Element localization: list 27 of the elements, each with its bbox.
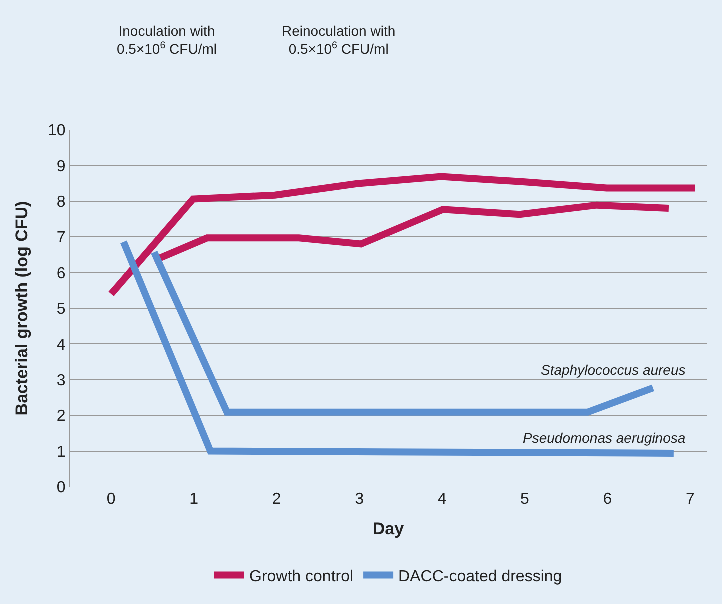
x-tick-label: 3 <box>355 491 364 508</box>
y-tick-label: 2 <box>56 408 66 426</box>
y-tick-label: 3 <box>56 372 66 390</box>
legend-label: DACC-coated dressing <box>398 568 562 586</box>
x-tick-label: 1 <box>190 491 199 508</box>
y-tick-label: 6 <box>56 265 66 282</box>
y-tick-label: 9 <box>56 158 66 176</box>
legend-label: Growth control <box>250 568 354 586</box>
y-tick-label: 10 <box>48 122 66 140</box>
x-tick-label: 7 <box>686 491 695 508</box>
y-tick-label: 8 <box>56 194 66 211</box>
x-tick-label: 2 <box>272 491 282 508</box>
y-tick-label: 4 <box>56 336 66 354</box>
y-tick-label: 0 <box>56 480 66 497</box>
x-tick-label: 0 <box>106 491 116 508</box>
annotation: Pseudomonas aeruginosa <box>523 430 686 446</box>
x-tick-label: 5 <box>520 491 530 508</box>
x-tick-label: 4 <box>438 491 447 508</box>
annotation: Staphylococcus aureus <box>541 362 686 378</box>
y-tick-label: 1 <box>56 444 66 461</box>
x-axis-title: Day <box>372 519 405 538</box>
y-tick-label: 5 <box>56 301 66 318</box>
x-tick-label: 6 <box>603 491 612 508</box>
y-tick-label: 7 <box>56 230 66 247</box>
y-axis-title: Bacterial growth (log CFU) <box>12 201 32 416</box>
text: Reinoculation with 0.5×10$^{6}$ CFU/ml <box>282 23 396 58</box>
text: Inoculation with 0.5×10$^{6}$ CFU/ml <box>117 23 217 58</box>
